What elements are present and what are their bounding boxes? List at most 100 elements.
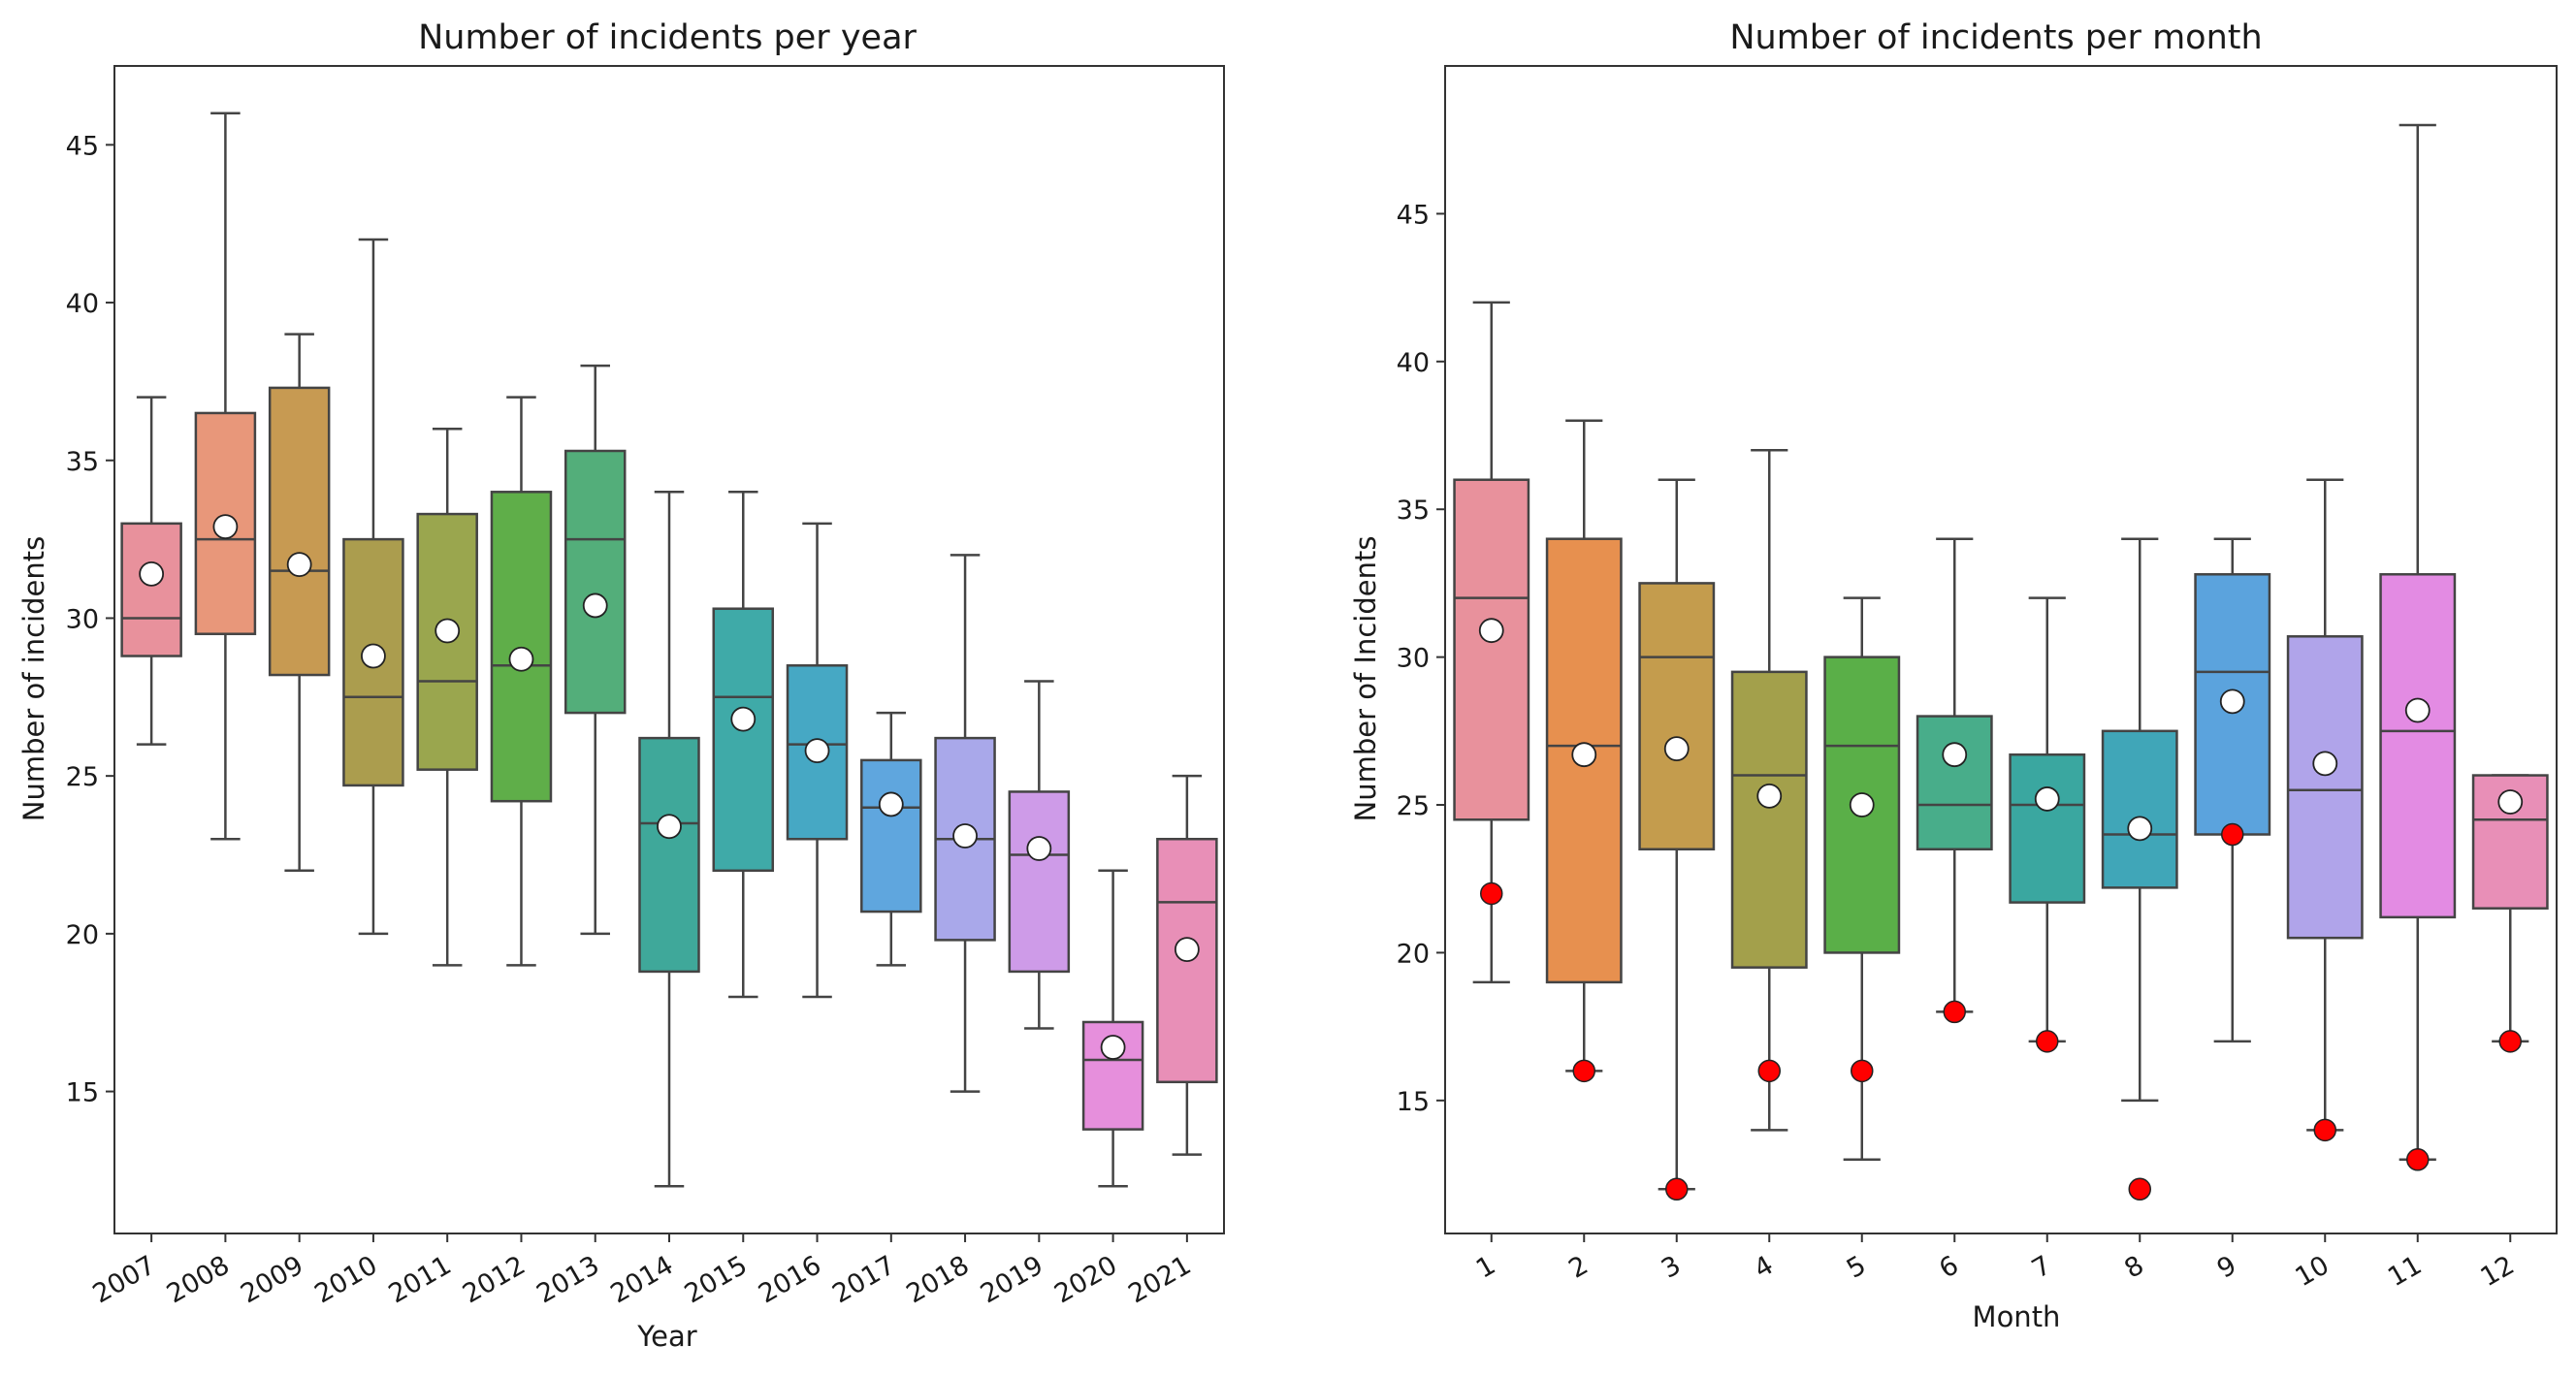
- x-tick-label: 2009: [236, 1250, 308, 1309]
- outlier-point: [2313, 1118, 2336, 1142]
- y-tick-label: 20: [1397, 939, 1430, 969]
- x-tick-label: 12: [2475, 1250, 2519, 1293]
- x-tick-label: 2012: [458, 1250, 531, 1309]
- y-tick-label: 45: [66, 131, 99, 161]
- box-2007: [120, 396, 182, 746]
- y-tick-label: 25: [1397, 791, 1430, 821]
- axes-frame: [1444, 65, 2558, 1234]
- outlier-point: [2406, 1148, 2430, 1171]
- x-tick-label: 5: [1842, 1250, 1871, 1284]
- x-tick-label: 2011: [384, 1250, 457, 1309]
- x-axis-label: Year: [636, 1320, 696, 1353]
- x-tick-label: 2007: [88, 1250, 161, 1309]
- outlier-point: [2128, 1177, 2151, 1201]
- box-2020: [1081, 869, 1144, 1188]
- box-4: [1730, 449, 1808, 1132]
- box-11: [2379, 123, 2457, 1171]
- mean-marker: [1942, 742, 1968, 768]
- outlier-point: [1480, 881, 1503, 906]
- box-9: [2194, 537, 2271, 1043]
- x-tick-label: 2013: [531, 1250, 604, 1309]
- box-2010: [342, 238, 404, 936]
- x-tick-label: 2016: [754, 1250, 826, 1309]
- chart-title: Number of incidents per year: [418, 18, 917, 57]
- x-tick-label: 9: [2212, 1250, 2241, 1284]
- outlier-point: [1943, 1000, 1966, 1024]
- box-iqr: [1916, 715, 1993, 850]
- mean-marker: [139, 561, 165, 587]
- y-tick-label: 20: [66, 920, 99, 950]
- x-tick-label: 7: [2027, 1250, 2056, 1284]
- x-tick-label: 2017: [827, 1250, 900, 1309]
- box-2021: [1156, 774, 1218, 1156]
- box-2014: [638, 491, 700, 1188]
- mean-marker: [508, 646, 534, 672]
- box-5: [1823, 596, 1901, 1162]
- box-2016: [786, 522, 849, 999]
- box-2015: [712, 491, 775, 999]
- x-axis-label: Month: [1973, 1300, 2061, 1333]
- mean-marker: [1478, 618, 1504, 644]
- box-iqr: [2009, 753, 2086, 904]
- y-tick-label: 35: [66, 447, 99, 477]
- mean-marker: [2127, 816, 2153, 842]
- box-2013: [564, 364, 627, 936]
- x-tick-label: 2010: [309, 1250, 382, 1309]
- x-tick-label: 2008: [162, 1250, 235, 1309]
- mean-marker: [1663, 736, 1690, 762]
- box-iqr: [2286, 635, 2364, 940]
- box-iqr: [490, 491, 553, 803]
- mean-marker: [2312, 751, 2338, 777]
- x-tick-label: 8: [2119, 1250, 2148, 1284]
- box-iqr: [638, 736, 700, 974]
- mean-marker: [657, 814, 682, 840]
- x-tick-label: 2015: [680, 1250, 753, 1309]
- mean-marker: [1174, 937, 1200, 963]
- y-tick-label: 15: [1397, 1087, 1430, 1117]
- box-2012: [490, 396, 553, 967]
- x-tick-label: 3: [1657, 1250, 1686, 1284]
- mean-marker: [2034, 786, 2060, 812]
- box-2018: [934, 554, 996, 1093]
- mean-marker: [286, 552, 312, 578]
- box-2: [1545, 419, 1623, 1083]
- box-2019: [1008, 680, 1071, 1030]
- y-tick-label: 15: [66, 1078, 99, 1108]
- box-7: [2009, 596, 2086, 1053]
- box-1: [1453, 301, 1530, 984]
- box-10: [2286, 478, 2364, 1142]
- chart-incidents-per-year: Number of incidents per year Number of i…: [17, 18, 1225, 1353]
- y-tick-label: 45: [1397, 200, 1430, 230]
- y-tick-label: 30: [66, 604, 99, 634]
- mean-marker: [2219, 688, 2245, 715]
- mean-marker: [1849, 792, 1875, 817]
- mean-marker: [1756, 783, 1783, 809]
- mean-marker: [1100, 1035, 1126, 1060]
- box-iqr: [120, 522, 182, 657]
- chart-title: Number of incidents per month: [1729, 18, 2262, 57]
- x-tick-label: 2019: [976, 1250, 1048, 1309]
- box-iqr: [1638, 582, 1716, 850]
- mean-marker: [952, 823, 978, 849]
- y-tick-label: 30: [1397, 644, 1430, 674]
- box-2017: [860, 711, 922, 967]
- y-tick-label: 35: [1397, 496, 1430, 526]
- mean-marker: [730, 706, 757, 732]
- x-tick-label: 11: [2383, 1250, 2427, 1293]
- box-iqr: [268, 386, 331, 677]
- x-tick-label: 2014: [605, 1250, 678, 1309]
- outlier-point: [2221, 822, 2244, 847]
- x-tick-label: 2020: [1049, 1250, 1122, 1309]
- box-iqr: [1453, 478, 1530, 821]
- y-tick-label: 40: [1397, 348, 1430, 378]
- chart-incidents-per-month: Number of incidents per month Number of …: [1349, 18, 2558, 1333]
- box-iqr: [2379, 573, 2457, 919]
- box-8: [2101, 537, 2178, 1201]
- mean-marker: [582, 592, 608, 619]
- outlier-point: [1572, 1059, 1595, 1083]
- y-tick-label: 25: [66, 762, 99, 792]
- mean-marker: [2497, 789, 2524, 815]
